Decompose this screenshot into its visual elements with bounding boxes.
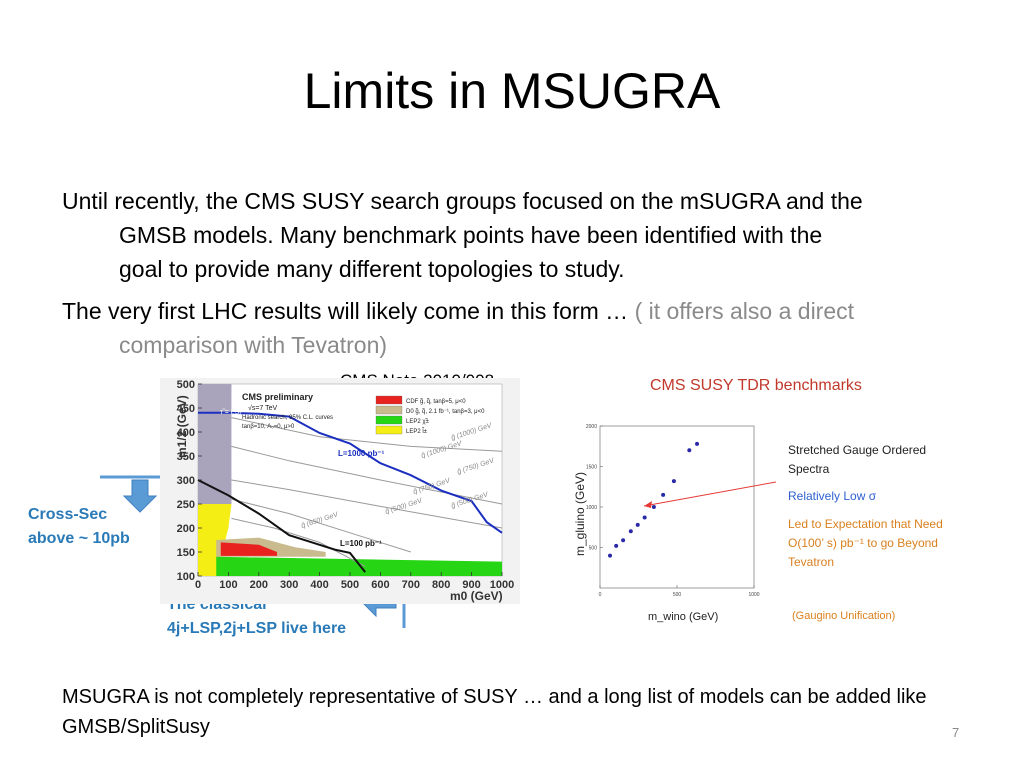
exclusion-subtitle-3: tanβ=10, A₀=0, μ>0 — [242, 424, 295, 430]
mass-contour-1 — [231, 445, 503, 505]
bench-xlabel: m_wino (GeV) — [648, 611, 718, 623]
series-label-100: L=100 pb⁻¹ — [340, 539, 382, 548]
benchmark-point — [608, 553, 613, 558]
exclusion-xlabel: m0 (GeV) — [450, 589, 503, 603]
y-tick-label: 200 — [177, 523, 195, 535]
benchmark-point — [651, 505, 656, 509]
x-tick-label: 1000 — [490, 579, 514, 591]
mass-contour-2 — [231, 479, 503, 529]
series-label-1000: L=1000 pb⁻¹ — [338, 449, 385, 458]
bullet-1-line-1: Until recently, the CMS SUSY search grou… — [62, 188, 863, 214]
legend-swatch-2 — [375, 415, 403, 425]
benchmark-chart: 500 1000 1500 2000 0 500 1000 m_gluino (GeV) m… — [573, 424, 943, 623]
lep2-slepton-region — [198, 504, 232, 576]
series-line-0 — [198, 411, 503, 534]
benchmark-point — [635, 522, 640, 527]
y-tick-label: 300 — [177, 475, 195, 487]
cross-sec-line-2: above ~ 10pb — [28, 530, 130, 547]
page-number: 7 — [952, 725, 960, 740]
benchmark-point — [614, 543, 619, 548]
legend-swatch-1 — [375, 405, 403, 415]
y-tick-label: 350 — [177, 451, 195, 463]
x-tick-label: 800 — [432, 579, 450, 591]
bullet-1-line-3: goal to provide many different topologie… — [119, 256, 625, 282]
slide-title: Limits in MSUGRA — [303, 63, 721, 119]
mass-contour-4 — [231, 517, 366, 567]
annot-pb: O(100’ s) pb⁻¹ to go Beyond — [788, 536, 938, 550]
series-line-1 — [197, 479, 366, 573]
benchmark-point — [642, 515, 647, 520]
y-tick-label: 450 — [177, 403, 195, 415]
x-tick-label: 400 — [310, 579, 328, 591]
x-tick-label: 0 — [195, 579, 201, 591]
bench-y-tick-label: 500 — [589, 546, 598, 552]
x-tick-label: 600 — [371, 579, 389, 591]
exclusion-subtitle-1: √s=7 TeV — [248, 404, 278, 412]
legend-label-1: D0 g̃, q̃, 2.1 fb⁻¹, tanβ=3, μ<0 — [406, 409, 485, 415]
footer-text: MSUGRA is not completely representative … — [62, 686, 927, 738]
y-tick-label: 400 — [177, 427, 195, 439]
legend-swatch-0 — [375, 395, 403, 405]
cross-sec-line-1: Cross-Sec — [28, 506, 108, 523]
annot-spectra: Spectra — [788, 462, 830, 476]
x-tick-label: 200 — [250, 579, 268, 591]
x-tick-label: 900 — [462, 579, 480, 591]
bench-y-tick-label: 1500 — [586, 465, 597, 471]
annot-tevatron: Tevatron — [788, 555, 834, 569]
mass-contour-3 — [231, 498, 411, 553]
legend-label-3: LEP2 l̃± — [406, 428, 428, 435]
bullet-2-main: The very first LHC results will likely c… — [62, 298, 629, 324]
y-tick-label: 100 — [177, 571, 195, 583]
mass-contour-0 — [231, 417, 503, 452]
cross-sec-label: Cross-Sec above ~ 10pb — [28, 503, 130, 551]
bench-x-tick-label: 0 — [599, 592, 602, 598]
bullet-2-gray-2: comparison with Tevatron) — [119, 332, 388, 358]
cdf-region — [220, 542, 278, 556]
exclusion-title: CMS preliminary — [242, 392, 313, 402]
x-tick-label: 100 — [219, 579, 237, 591]
annot-stretched: Stretched Gauge Ordered — [788, 443, 926, 457]
tdr-benchmarks-label: CMS SUSY TDR benchmarks — [650, 377, 862, 394]
benchmark-point — [687, 448, 692, 453]
bullet-1-line-2: GMSB models. Many benchmark points have … — [119, 222, 823, 248]
x-tick-label: 300 — [280, 579, 298, 591]
bench-y-tick-label: 1000 — [586, 505, 597, 511]
exclusion-ylabel: m1/2 (GeV) — [175, 395, 189, 458]
y-tick-label: 250 — [177, 499, 195, 511]
x-tick-label: 500 — [341, 579, 359, 591]
benchmark-point — [695, 441, 700, 446]
lep2-chargino-region — [216, 556, 503, 576]
bullet-2-gray-1: ( it offers also a direct — [628, 298, 855, 324]
lsp-region — [198, 384, 232, 504]
lsp-region-label: τ̃ = LSP — [220, 409, 244, 416]
benchmark-point — [628, 529, 633, 534]
bench-x-tick-label: 500 — [673, 592, 682, 598]
annot-expectation: Led to Expectation that Need — [788, 517, 943, 531]
bench-ylabel: m_gluino (GeV) — [573, 472, 587, 556]
bullet-1: Until recently, the CMS SUSY search grou… — [62, 184, 962, 286]
benchmark-point — [671, 479, 676, 484]
y-tick-label: 500 — [177, 379, 195, 391]
legend-label-0: CDF g̃, q̃, tanβ=5, μ<0 — [406, 399, 466, 405]
annot-low-sigma: Relatively Low σ — [788, 489, 877, 503]
benchmark-point — [621, 538, 626, 543]
benchmark-point — [661, 492, 666, 497]
classical-line-2: 4j+LSP,2j+LSP live here — [167, 620, 347, 637]
annot-gaugino: (Gaugino Unification) — [792, 610, 895, 622]
y-tick-label: 150 — [177, 547, 195, 559]
bench-x-tick-label: 1000 — [748, 592, 759, 598]
x-tick-label: 700 — [402, 579, 420, 591]
exclusion-subtitle-2: Hadronic search, 95% C.L. curves — [242, 415, 333, 421]
bullet-2: The very first LHC results will likely c… — [62, 294, 962, 362]
legend-swatch-3 — [375, 425, 403, 435]
bench-y-tick-label: 2000 — [586, 424, 597, 430]
legend-label-2: LEP2 χ̃± — [406, 419, 429, 425]
